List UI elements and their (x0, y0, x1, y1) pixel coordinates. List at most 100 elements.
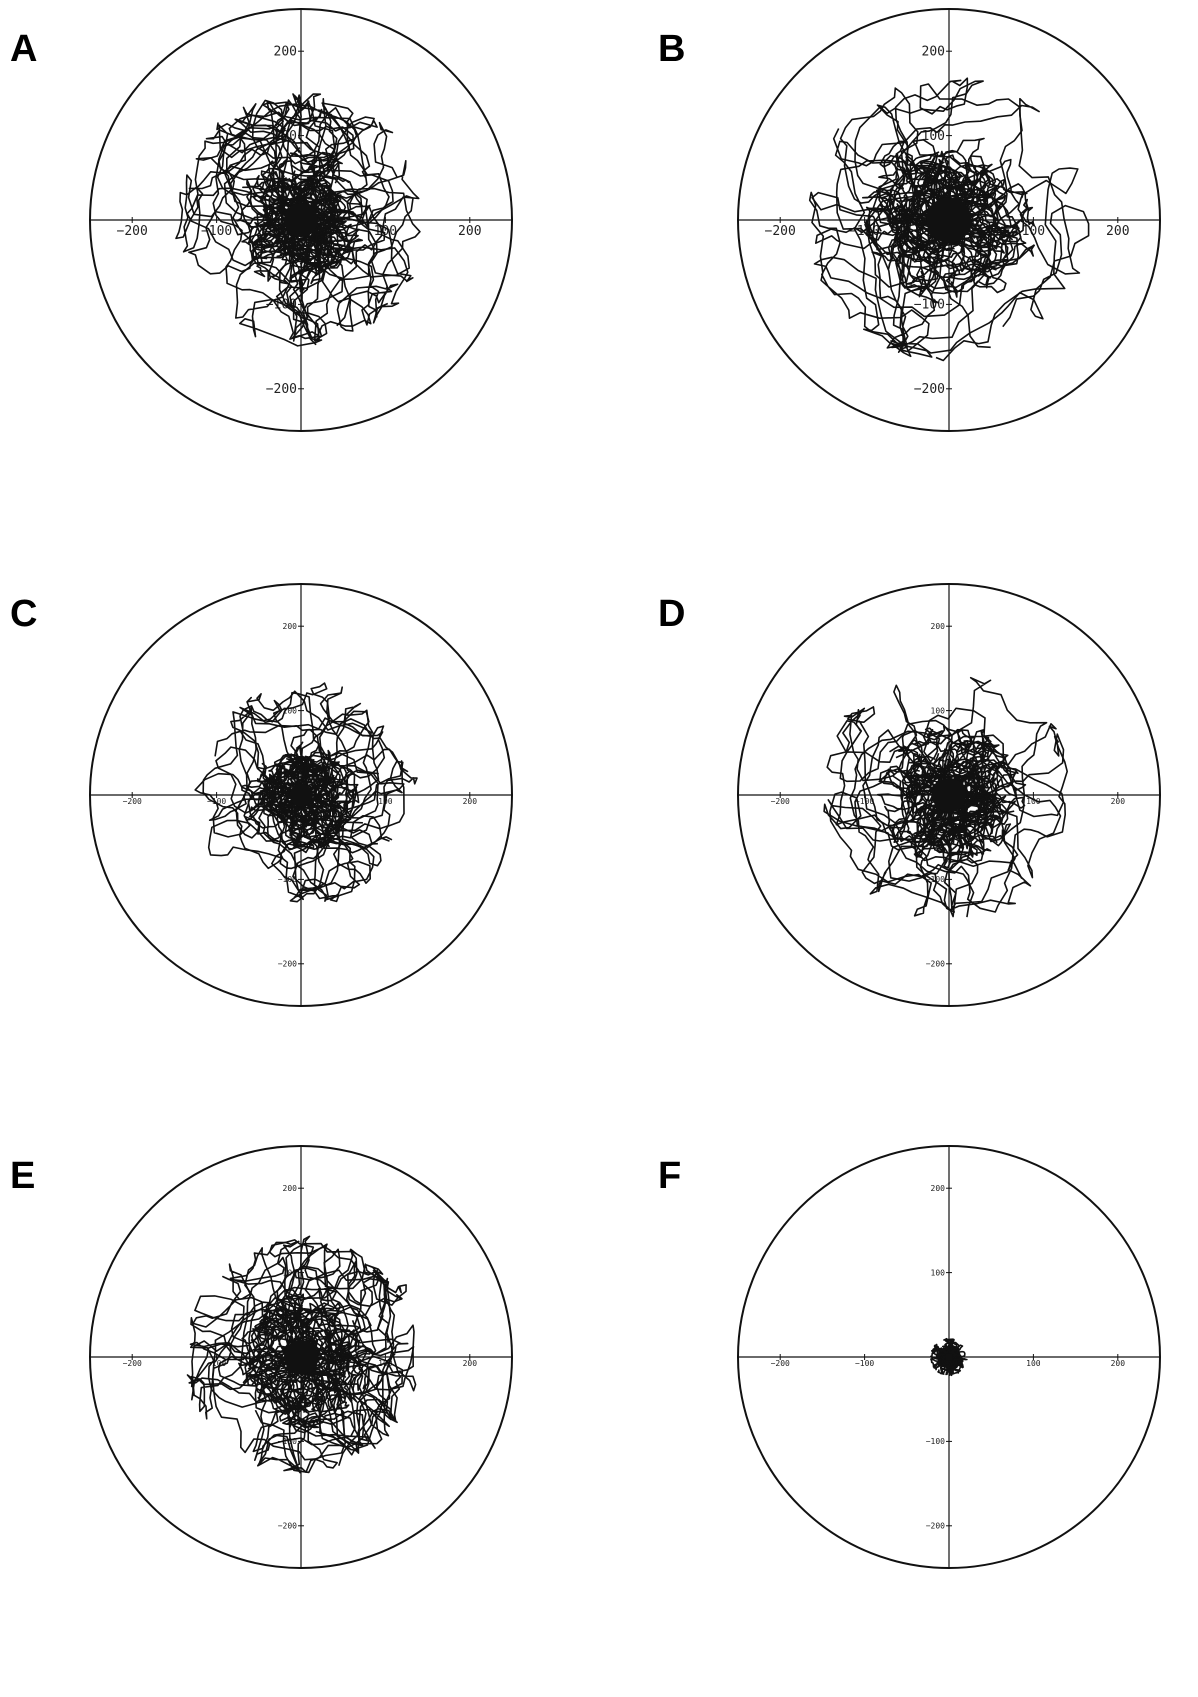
x-tick-label: 100 (1022, 224, 1045, 239)
trajectory-line (175, 103, 302, 253)
y-tick-label: −200 (278, 959, 297, 968)
x-tick-label: −200 (765, 224, 796, 239)
trajectories (194, 682, 418, 903)
trajectory-line (808, 191, 950, 358)
trajectory-line (813, 204, 1090, 358)
trajectory-line (275, 755, 404, 902)
panel-d: D −200 −200 −100 −100 100 100 200 200 (648, 575, 1198, 1135)
x-tick-label: 100 (1026, 797, 1041, 806)
x-tick-label: 100 (374, 224, 397, 239)
trajectory-line (836, 676, 1048, 893)
trajectory-line (260, 170, 347, 268)
panel-f: F −200 −200 −100 −100 100 100 200 200 (648, 1137, 1198, 1697)
y-tick-label: −100 (914, 298, 945, 313)
y-tick-label: 100 (931, 1268, 946, 1277)
y-tick-label: 100 (931, 706, 946, 715)
x-tick-label: 200 (463, 1359, 478, 1368)
trajectory-line (289, 1309, 353, 1378)
y-tick-label: 200 (283, 1184, 298, 1193)
x-tick-label: −200 (117, 224, 148, 239)
trajectory-line (815, 80, 1035, 318)
x-tick-label: −200 (771, 797, 790, 806)
dense-core (926, 197, 972, 243)
trajectory-line (846, 706, 1032, 918)
y-tick-label: 200 (274, 45, 297, 60)
trajectory-line (190, 1243, 417, 1424)
x-tick-label: −100 (855, 1359, 874, 1368)
trajectory-line (238, 1328, 361, 1415)
trajectory-line (230, 1235, 403, 1375)
y-tick-label: 200 (931, 1184, 946, 1193)
x-tick-label: 200 (1111, 797, 1126, 806)
x-tick-label: −100 (201, 224, 232, 239)
y-tick-label: 200 (922, 45, 945, 60)
trajectory-line (248, 769, 355, 850)
trajectories (186, 1235, 417, 1474)
trajectory-line (212, 101, 409, 340)
trajectory-line (826, 707, 1069, 913)
panel-e: E −200 −200 −100 −100 100 100 200 200 (0, 1137, 560, 1697)
trajectory-line (892, 171, 953, 255)
panel-c: C −200 −200 −100 −100 100 100 200 200 (0, 575, 560, 1135)
trajectory-line (263, 1293, 361, 1360)
trajectory-line (202, 699, 302, 870)
trajectory-line (238, 705, 380, 903)
trajectory-line (261, 762, 360, 848)
trajectory-line (266, 758, 316, 831)
y-tick-label: 100 (283, 706, 298, 715)
trajectory-line (235, 691, 370, 839)
trajectory-line (862, 137, 1007, 294)
trajectory-line (186, 1295, 347, 1474)
x-tick-label: −100 (207, 797, 226, 806)
x-tick-label: −200 (123, 1359, 142, 1368)
trajectory-line (261, 762, 302, 811)
x-tick-label: 200 (458, 224, 481, 239)
trajectory-line (279, 1313, 339, 1403)
panel-label: B (658, 28, 686, 70)
x-tick-label: 100 (1026, 1359, 1041, 1368)
panel-a: A −200 −200 −100 −100 100 100 200 200 (0, 0, 560, 560)
dense-core (283, 1339, 319, 1375)
x-tick-label: −100 (207, 1359, 226, 1368)
dense-core (931, 777, 967, 813)
x-tick-label: −100 (855, 797, 874, 806)
y-tick-label: 200 (283, 622, 298, 631)
panel-label: D (658, 593, 686, 635)
trajectory-line (912, 763, 996, 847)
dense-core (945, 1353, 953, 1361)
trajectory-line (871, 77, 1079, 362)
panel-label: C (10, 593, 38, 635)
trajectory-line (276, 1242, 402, 1423)
y-tick-label: −200 (926, 1521, 945, 1530)
trajectory-line (246, 690, 379, 903)
y-tick-label: −200 (914, 382, 945, 397)
trajectory-line (300, 1312, 360, 1413)
y-tick-label: −200 (926, 959, 945, 968)
y-tick-label: 100 (922, 129, 945, 144)
y-tick-label: 200 (931, 622, 946, 631)
trajectory-line (823, 734, 1065, 917)
x-tick-label: 200 (1111, 1359, 1126, 1368)
y-tick-label: −200 (278, 1521, 297, 1530)
trajectory-line (811, 104, 990, 347)
panel-label: A (10, 28, 38, 70)
trajectory-line (878, 745, 1012, 858)
y-tick-label: −100 (926, 1437, 945, 1446)
panel-label: F (658, 1155, 682, 1197)
dense-core (289, 783, 313, 807)
trajectories (929, 1337, 968, 1377)
x-tick-label: 200 (463, 797, 478, 806)
trajectory-line (937, 1340, 964, 1377)
trajectory-line (913, 758, 1018, 864)
trajectory-line (211, 1265, 359, 1469)
panel-b: B −200 −200 −100 −100 100 100 200 200 (648, 0, 1198, 560)
trajectory-line (862, 729, 1023, 913)
trajectory-line (914, 794, 982, 854)
y-tick-label: 100 (283, 1268, 298, 1277)
